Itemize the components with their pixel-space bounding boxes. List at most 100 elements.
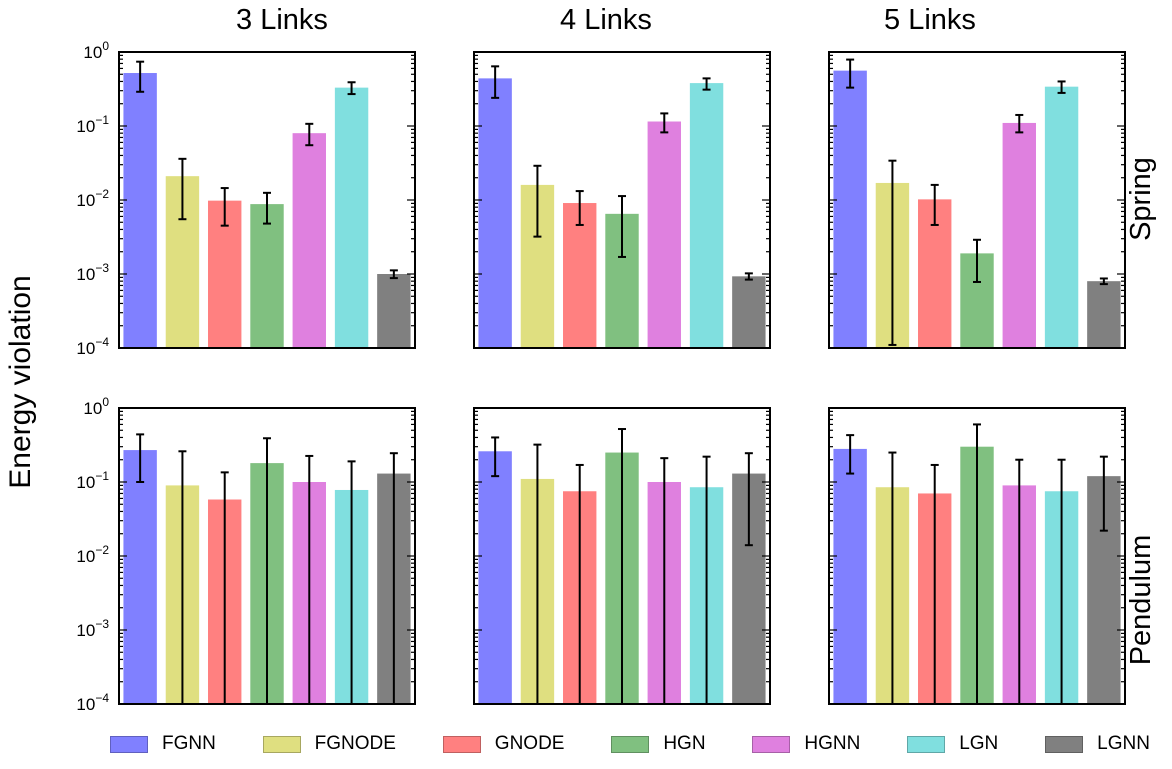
error-bar xyxy=(136,60,145,93)
axes-frame xyxy=(473,407,771,705)
bar-fgnn xyxy=(478,451,512,704)
error-bar xyxy=(973,423,981,704)
legend: FGNN FGNODE GNODE HGN HGNN LGN LGNN xyxy=(110,729,1150,759)
col-title-5-links: 5 Links xyxy=(884,4,976,36)
legend-label: LGNN xyxy=(1097,733,1150,754)
bar-hgnn xyxy=(292,133,326,348)
error-bar xyxy=(888,159,897,346)
legend-swatch xyxy=(611,735,650,753)
bar-hgnn xyxy=(1002,122,1036,348)
error-bar xyxy=(220,471,229,704)
bar-fgnn xyxy=(123,450,157,704)
legend-item-hgn: HGN xyxy=(611,733,706,755)
chart-panel xyxy=(828,407,1126,705)
legend-item-fgnode: FGNODE xyxy=(262,733,396,755)
error-bar xyxy=(389,452,398,704)
error-bar xyxy=(389,269,398,280)
axes-frame xyxy=(473,51,771,349)
error-bar xyxy=(744,452,753,547)
bar-fgnn xyxy=(833,448,867,704)
legend-swatch xyxy=(110,735,148,753)
error-bar xyxy=(305,454,314,704)
legend-item-lgnn: LGNN xyxy=(1045,733,1150,755)
error-bar xyxy=(178,157,187,221)
legend-item-gnode: GNODE xyxy=(442,733,565,755)
bar-hgn xyxy=(250,204,284,348)
error-bar xyxy=(930,463,939,704)
error-bar xyxy=(575,463,584,704)
error-bar xyxy=(575,190,584,226)
error-bar xyxy=(702,77,711,91)
y-tick-label: 10−3 xyxy=(76,261,109,284)
bar-lgnn xyxy=(1087,281,1121,348)
error-bar xyxy=(1099,455,1108,532)
y-axis-label: Energy violation xyxy=(4,275,37,488)
legend-label: HGNN xyxy=(804,733,861,754)
y-tick-label: 10−1 xyxy=(76,113,109,136)
error-bar xyxy=(305,122,314,147)
error-bar xyxy=(491,65,500,99)
error-bar xyxy=(660,112,669,134)
legend-label: LGN xyxy=(959,733,999,754)
error-bar xyxy=(660,457,669,704)
panels: 100 10−1 10−2 10−3 10−4 100 10−1 10−2 10−3 10−4 xyxy=(76,39,1126,714)
bar-lgn xyxy=(1044,86,1079,349)
error-bar xyxy=(1099,277,1108,286)
legend-label: HGN xyxy=(663,733,706,754)
y-tick-label: 10−4 xyxy=(76,335,109,358)
legend-swatch xyxy=(752,735,791,753)
error-bar xyxy=(136,433,145,483)
col-title-4-links: 4 Links xyxy=(560,4,652,36)
axes-frame xyxy=(118,407,416,705)
chart-panel xyxy=(828,51,1126,349)
error-bar xyxy=(1057,80,1066,94)
chart-panel xyxy=(473,407,771,705)
bar-fgnn xyxy=(833,70,867,348)
bar-fgnn xyxy=(478,78,512,348)
y-tick-label: 10−4 xyxy=(76,691,109,714)
error-bar xyxy=(1015,113,1024,134)
y-tick-label: 10−2 xyxy=(76,543,109,566)
error-bar xyxy=(973,238,981,283)
error-bar xyxy=(888,451,897,704)
error-bar xyxy=(533,164,542,238)
bar-hgnn xyxy=(647,121,681,348)
error-bar xyxy=(491,436,500,478)
col-title-3-links: 3 Links xyxy=(236,4,328,36)
row-title-spring: Spring xyxy=(1125,157,1157,241)
bar-gnode xyxy=(563,203,597,348)
legend-swatch xyxy=(442,735,481,753)
error-bar xyxy=(263,437,271,704)
error-bar xyxy=(533,443,542,704)
y-ticks xyxy=(474,407,770,705)
legend-swatch xyxy=(262,735,301,753)
y-tick-label: 10−2 xyxy=(76,187,109,210)
chart-panel: 100 10−1 10−2 10−3 10−4 xyxy=(76,39,416,358)
error-bar xyxy=(618,195,626,258)
legend-item-lgn: LGN xyxy=(907,733,998,755)
legend-label: FGNN xyxy=(162,733,216,754)
error-bar xyxy=(263,191,271,225)
error-bar xyxy=(744,272,753,281)
chart-panel xyxy=(473,51,771,349)
error-bar xyxy=(178,450,187,704)
y-tick-label: 10−3 xyxy=(76,617,109,640)
y-tick-label: 10−1 xyxy=(76,469,109,492)
legend-label: GNODE xyxy=(494,733,565,754)
bar-lgnn xyxy=(377,274,411,348)
error-bar xyxy=(702,455,711,704)
axes-frame xyxy=(828,407,1126,705)
row-title-pendulum: Pendulum xyxy=(1125,535,1157,666)
bar-lgn xyxy=(689,83,724,348)
error-bar xyxy=(1015,458,1024,704)
error-bar xyxy=(347,81,356,96)
y-tick-label: 100 xyxy=(83,395,109,418)
error-bar xyxy=(1057,458,1066,704)
axes-frame xyxy=(828,51,1126,349)
error-bar xyxy=(930,183,939,226)
legend-swatch xyxy=(907,735,946,753)
error-bar xyxy=(618,428,626,704)
chart-panel: 100 10−1 10−2 10−3 10−4 xyxy=(76,395,416,714)
error-bar xyxy=(220,187,229,227)
